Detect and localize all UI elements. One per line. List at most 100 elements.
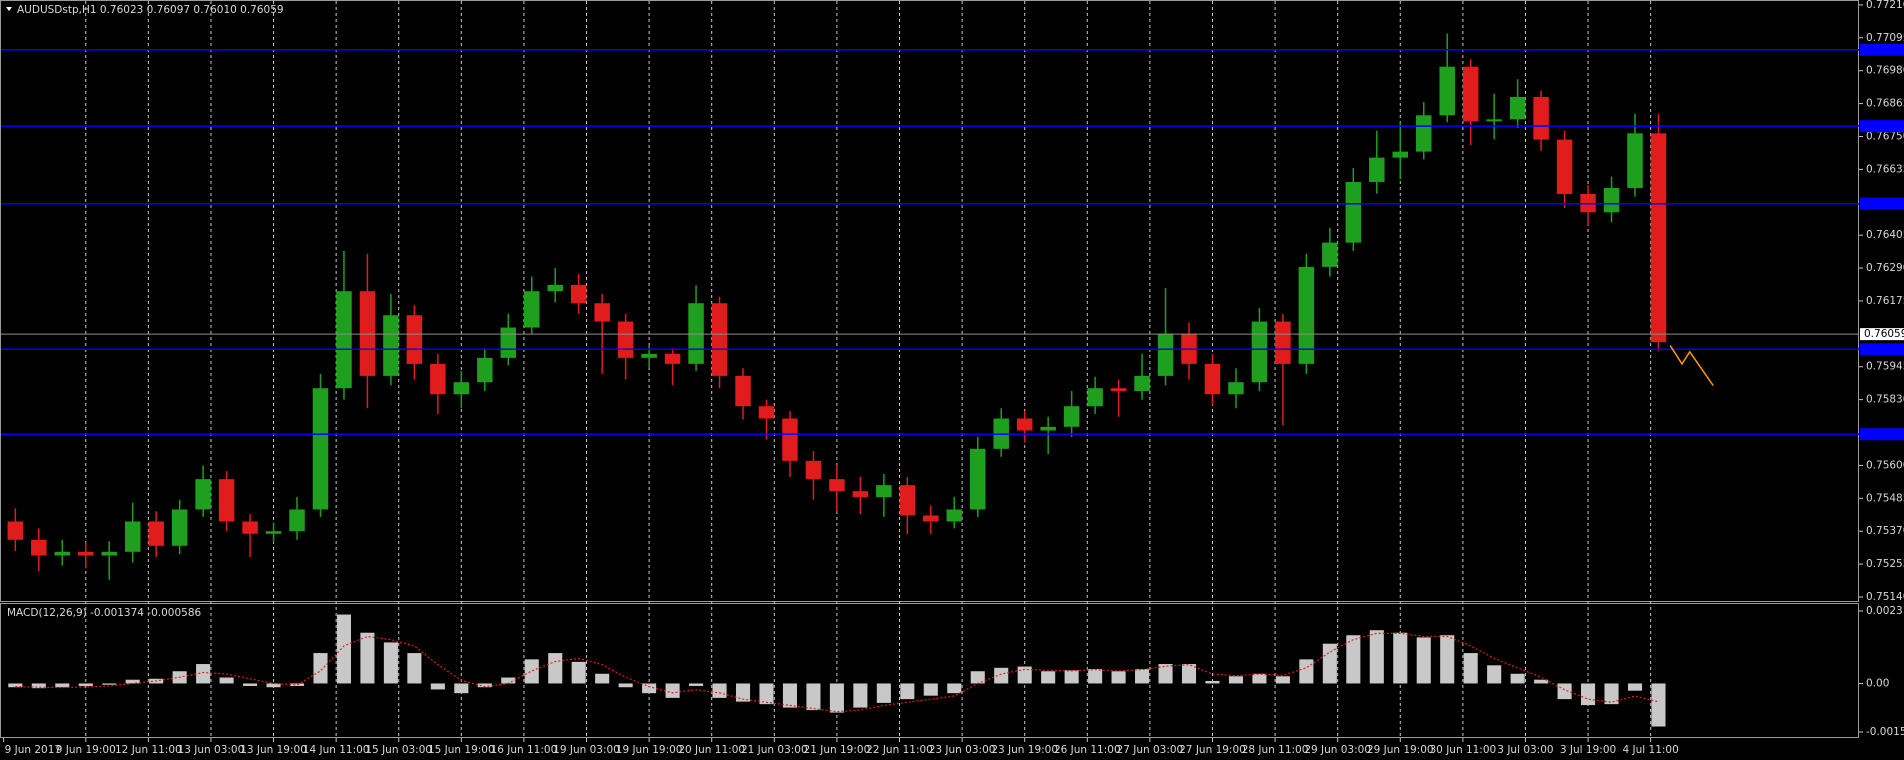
macd-title: MACD(12,26,9) -0.001374 -0.000586	[7, 607, 202, 619]
macd-bar	[1111, 671, 1126, 684]
level-tag	[1860, 120, 1904, 133]
x-tick-label: 13 Jun 19:00	[240, 744, 307, 756]
macd-bar	[102, 683, 117, 685]
macd-bar	[1534, 679, 1549, 684]
candle-body	[1369, 157, 1385, 182]
candle-body	[336, 291, 352, 389]
macd-bar	[1416, 637, 1431, 684]
candle-body	[688, 303, 704, 364]
candle-body	[218, 479, 235, 522]
candle-body	[1509, 97, 1526, 120]
main-panel-frame	[0, 0, 1859, 602]
macd-bar	[78, 683, 93, 686]
candle-body	[758, 406, 775, 419]
macd-bar	[1463, 653, 1478, 684]
candle-body	[1063, 406, 1080, 427]
macd-bar	[289, 683, 305, 686]
macd-bar	[735, 683, 751, 702]
last-price-label: 0.76059	[1864, 328, 1904, 340]
macd-bar	[1322, 643, 1337, 684]
candle-body	[54, 551, 71, 556]
macd-bar	[266, 683, 281, 688]
candle-body	[1462, 66, 1479, 122]
macd-bar	[1252, 673, 1267, 684]
macd-panel-frame	[0, 603, 1859, 738]
candle-body	[101, 551, 117, 556]
macd-bar	[383, 642, 398, 684]
level-tag	[1860, 343, 1904, 356]
y-tick-label: 0.76635	[1866, 163, 1904, 175]
macd-bar	[501, 677, 516, 684]
macd-bar	[219, 677, 234, 684]
x-tick-label: 3 Jul 03:00	[1497, 744, 1553, 756]
candle-body	[899, 485, 916, 516]
macd-bar	[595, 673, 610, 684]
macd-bar	[829, 683, 844, 713]
candle-body	[852, 491, 869, 498]
candle-body	[970, 448, 986, 510]
candle-body	[711, 303, 728, 376]
macd-bar	[1369, 630, 1384, 684]
x-tick-label: 22 Jun 11:00	[866, 744, 933, 756]
macd-bar	[1346, 635, 1361, 684]
macd-bar	[1205, 680, 1220, 684]
x-tick-label: 27 Jun 19:00	[1179, 744, 1246, 756]
candle-body	[876, 485, 892, 498]
level-tag	[1860, 428, 1904, 441]
collapse-icon[interactable]	[6, 7, 12, 11]
candle-body	[1650, 133, 1667, 343]
macd-bar	[782, 683, 798, 708]
y-tick-label: 0.00	[1866, 677, 1889, 689]
candle-body	[430, 363, 446, 395]
x-tick-label: 3 Jul 19:00	[1560, 744, 1616, 756]
candle-body	[1251, 321, 1268, 383]
macd-bar	[712, 683, 727, 698]
candle-body	[1627, 133, 1643, 188]
y-tick-label: -0.001549	[1866, 726, 1904, 738]
macd-bar	[876, 683, 891, 703]
candle-body	[570, 284, 587, 304]
x-tick-label: 28 Jun 11:00	[1242, 744, 1309, 756]
macd-bar	[1158, 664, 1173, 684]
candle-body	[923, 515, 939, 522]
candle-body	[453, 382, 470, 395]
candle-body	[1415, 115, 1432, 152]
macd-bar	[1041, 671, 1056, 684]
candle-body	[1439, 66, 1455, 116]
macd-bar	[524, 659, 539, 684]
y-tick-label: 0.75945	[1866, 361, 1904, 373]
candle-body	[124, 521, 141, 552]
candle-body	[1040, 426, 1056, 431]
candle-body	[242, 521, 258, 534]
candle-body	[1486, 119, 1502, 122]
x-tick-label: 15 Jun 03:00	[365, 744, 432, 756]
macd-bar	[759, 683, 774, 705]
macd-bar	[1181, 664, 1197, 684]
macd-bar	[923, 683, 938, 696]
y-tick-label: 0.76405	[1866, 229, 1904, 241]
macd-bar	[454, 683, 469, 694]
macd-bar	[336, 614, 352, 684]
y-tick-label: 0.76865	[1866, 98, 1904, 110]
macd-bar	[1393, 632, 1408, 684]
candle-body	[782, 418, 798, 461]
macd-bar	[548, 653, 563, 684]
macd-bar	[853, 683, 868, 708]
candle-body	[1087, 388, 1103, 407]
candle-body	[946, 509, 963, 522]
macd-bar	[1275, 676, 1290, 684]
last-price-tag	[1860, 328, 1904, 341]
x-tick-label: 9 Jun 19:00	[56, 744, 116, 756]
candle-body	[735, 375, 751, 407]
chart-title: AUDUSDstp,H1 0.76023 0.76097 0.76010 0.7…	[17, 4, 284, 16]
candle-body	[359, 291, 376, 376]
macd-bar	[1228, 676, 1243, 684]
